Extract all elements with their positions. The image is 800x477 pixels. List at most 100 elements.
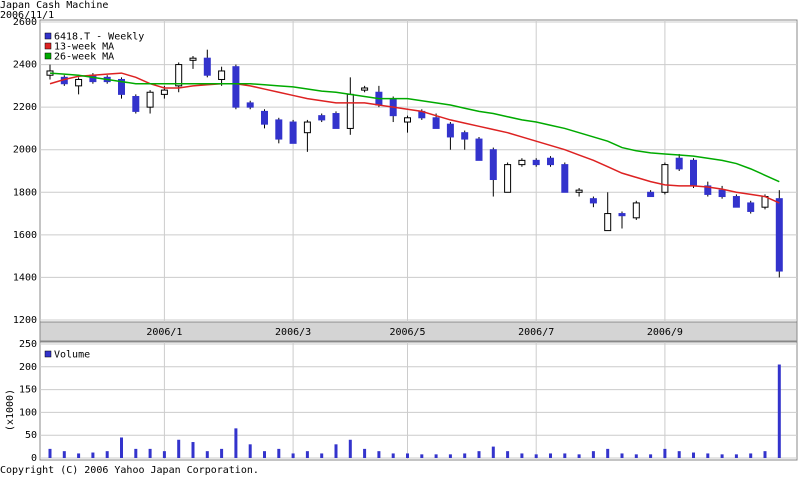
volume-bar (577, 454, 581, 458)
volume-bar (692, 452, 695, 458)
candle-body (446, 123, 454, 138)
y-axis-label: (x1000) (5, 389, 16, 431)
volume-bar (606, 448, 610, 458)
volume-bar (420, 454, 424, 458)
volume-bar (291, 453, 295, 458)
candle-body (547, 157, 554, 166)
candle-body (575, 189, 583, 193)
volume-bar (191, 442, 195, 458)
legend-label: 13-week MA (54, 42, 114, 53)
y-tick-label: 2400 (13, 60, 37, 71)
volume-bar (91, 452, 95, 458)
candle-body (303, 121, 311, 134)
chart-subtitle: 2006/11/1 (0, 10, 54, 21)
volume-bar (162, 451, 166, 458)
volume-bar (363, 448, 367, 458)
volume-bar (706, 453, 710, 458)
candle-body (504, 164, 512, 193)
volume-bar (734, 454, 738, 458)
candle-body (461, 132, 469, 140)
x-tick-label: 2006/1 (146, 327, 182, 338)
volume-bar (234, 428, 238, 458)
candle-body (361, 87, 369, 91)
candle-body (332, 113, 340, 129)
y-tick-label: 200 (19, 362, 37, 373)
volume-bar (720, 454, 724, 458)
volume-bar (448, 454, 452, 458)
candle-body (189, 57, 197, 61)
volume-bar (677, 451, 681, 458)
candle-body (475, 138, 483, 161)
volume-bar (649, 454, 653, 458)
candle-body (618, 213, 626, 217)
volume-bar (305, 451, 309, 458)
candle-body (632, 202, 640, 219)
candle-body (532, 159, 540, 166)
x-tick-label: 2006/7 (518, 327, 554, 338)
volume-bar (48, 448, 52, 458)
volume-bar (391, 453, 395, 458)
volume-bar (477, 451, 481, 458)
candle-body (718, 189, 726, 198)
volume-bar (148, 448, 152, 458)
candle-body (690, 159, 697, 187)
legend-label: 6418.T - Weekly (54, 32, 144, 43)
y-tick-label: 2200 (13, 102, 37, 113)
volume-bar (634, 454, 638, 458)
volume-bar (120, 437, 123, 458)
volume-bar (777, 364, 781, 458)
candle-body (318, 115, 326, 121)
volume-bar (320, 453, 324, 458)
candle-body (732, 196, 740, 208)
candle-body (160, 89, 168, 95)
candle-body (275, 119, 283, 140)
legend-swatch (44, 42, 52, 50)
volume-bar (105, 451, 109, 458)
legend-label: Volume (54, 350, 90, 361)
x-tick-label: 2006/3 (275, 327, 311, 338)
candle-body (118, 78, 125, 95)
volume-bar (334, 444, 338, 458)
y-tick-label: 2000 (13, 145, 37, 156)
volume-bar (277, 448, 281, 458)
candle-body (589, 198, 597, 204)
candle-body (661, 164, 669, 193)
volume-bar (534, 454, 538, 458)
volume-bar (177, 439, 181, 458)
volume-bar (749, 453, 753, 458)
y-tick-label: 150 (19, 385, 37, 396)
y-tick-label: 50 (25, 430, 37, 441)
y-tick-label: 2600 (13, 17, 37, 28)
volume-bar (663, 448, 667, 458)
footer: Copyright (C) 2006 Yahoo Japan Corporati… (0, 465, 259, 476)
candle-body (775, 198, 783, 272)
y-tick-label: 0 (31, 453, 37, 464)
plot-frame (39, 19, 798, 323)
y-tick-label: 250 (19, 339, 37, 350)
candle-body (203, 57, 211, 76)
volume-bar (506, 451, 510, 458)
candle-body (261, 110, 268, 125)
candle-body (518, 159, 526, 166)
volume-bar (134, 448, 138, 458)
volume-bar (463, 453, 467, 458)
volume-bar (520, 453, 524, 458)
legend-swatch (44, 350, 52, 358)
volume-bar (491, 446, 495, 458)
x-tick-label: 2006/5 (389, 327, 425, 338)
candle-body (647, 191, 655, 198)
moving-average-line (49, 72, 780, 204)
candle-body (289, 121, 297, 144)
candle-body (218, 70, 226, 80)
volume-bar (377, 451, 381, 458)
candle-body (432, 117, 440, 129)
candle-body (75, 78, 83, 87)
volume-bar (406, 453, 409, 458)
y-tick-label: 1400 (13, 272, 37, 283)
legend-swatch (44, 52, 52, 60)
candle-body (132, 96, 140, 112)
candle-body (404, 117, 411, 123)
volume-bar (591, 451, 595, 458)
x-tick-label: 2006/9 (647, 327, 683, 338)
volume-bar (620, 453, 624, 458)
